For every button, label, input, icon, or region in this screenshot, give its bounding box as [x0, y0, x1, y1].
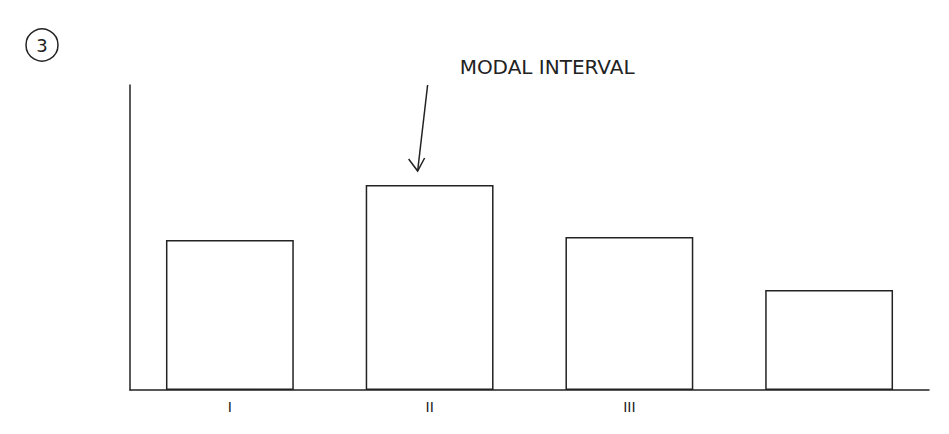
svg-text:III: III [623, 399, 635, 415]
svg-text:I: I [228, 399, 232, 415]
svg-text:3: 3 [36, 35, 47, 56]
svg-text:II: II [425, 399, 433, 415]
svg-text:MODAL INTERVAL: MODAL INTERVAL [460, 55, 636, 79]
